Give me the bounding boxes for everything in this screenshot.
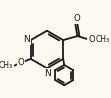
Text: O: O: [88, 35, 95, 44]
Text: O: O: [17, 58, 24, 67]
Text: CH₃: CH₃: [96, 35, 110, 44]
Text: N: N: [23, 35, 30, 44]
Text: N: N: [45, 69, 51, 78]
Text: CH₃: CH₃: [0, 61, 13, 70]
Text: O: O: [73, 14, 80, 23]
